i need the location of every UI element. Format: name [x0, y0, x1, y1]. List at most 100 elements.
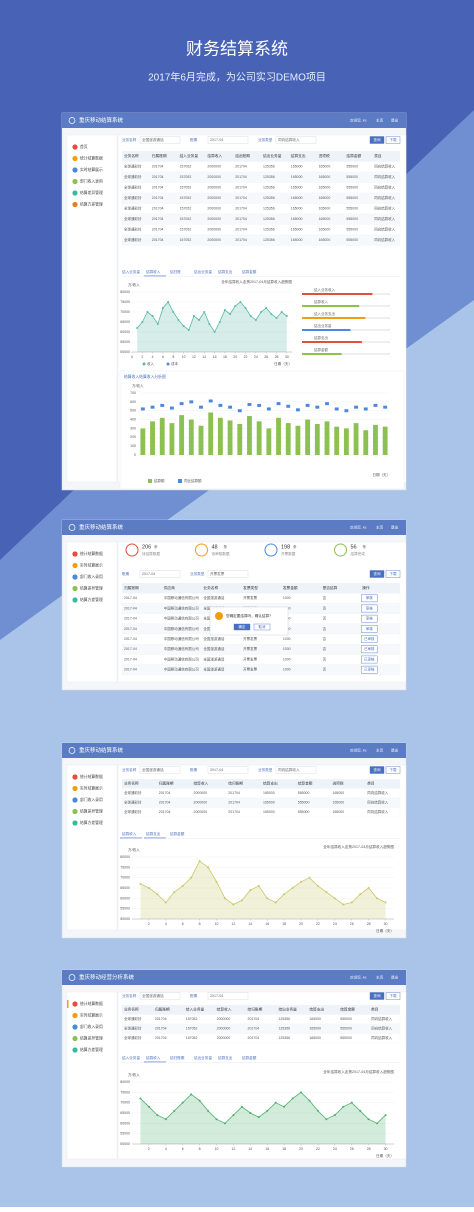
menu-item[interactable]: 实时结算展示: [80, 167, 103, 172]
tab[interactable]: 结算支出: [218, 1055, 233, 1060]
tab[interactable]: 结出业务量: [194, 269, 212, 274]
filter-input[interactable]: [207, 136, 249, 144]
button-label[interactable]: 下载: [389, 137, 397, 142]
table-cell[interactable]: 审核: [366, 626, 374, 631]
tab[interactable]: 结算收入: [122, 831, 137, 836]
table-header-cell: 结入业务量: [186, 1007, 205, 1012]
tab[interactable]: 结算金额: [242, 269, 257, 274]
menu-item[interactable]: 实时结算展示: [80, 1013, 103, 1018]
table-cell[interactable]: 审核: [366, 595, 374, 600]
dialog-button[interactable]: [233, 623, 251, 631]
x-tick-label: 22: [316, 1147, 320, 1151]
menu-item[interactable]: 统计结算数据: [80, 551, 103, 556]
header-action[interactable]: 主页: [376, 747, 384, 752]
menu-item[interactable]: 结算差异管理: [80, 1036, 103, 1041]
table-cell: 555000: [298, 810, 310, 814]
table-cell[interactable]: 审核: [366, 605, 374, 610]
tab[interactable]: 结入业务量: [122, 1055, 140, 1060]
menu-item[interactable]: 结算差异管理: [80, 586, 103, 591]
button[interactable]: [385, 766, 401, 774]
table-cell[interactable]: 已审核: [364, 636, 375, 641]
table-cell[interactable]: 已审核: [364, 667, 375, 672]
tab[interactable]: 结算收入: [146, 1055, 161, 1060]
dialog-button-label[interactable]: 取消: [259, 624, 267, 629]
row-action[interactable]: [361, 665, 378, 674]
button-label[interactable]: 下载: [389, 571, 397, 576]
row-action[interactable]: [361, 645, 378, 654]
row-action[interactable]: [361, 594, 378, 603]
menu-item[interactable]: 实时结算展示: [80, 786, 103, 791]
button[interactable]: [385, 992, 401, 1000]
table-cell[interactable]: 已审核: [364, 656, 375, 661]
tab[interactable]: 结算收入: [146, 269, 161, 274]
button[interactable]: [369, 992, 385, 1000]
table-cell: 全球通彩铃: [124, 216, 142, 221]
header-action[interactable]: 退出: [391, 524, 399, 529]
table-cell[interactable]: 审核: [366, 616, 374, 621]
menu-item[interactable]: 结算方差管理: [80, 820, 103, 825]
point: [325, 1118, 328, 1121]
header-action[interactable]: 主页: [376, 974, 384, 979]
table-cell: 中国移动通信有限公司: [164, 595, 199, 600]
marker: [373, 403, 378, 407]
filter-input[interactable]: [139, 992, 181, 1000]
dialog-button[interactable]: [253, 623, 271, 631]
filter-input[interactable]: [139, 136, 181, 144]
button[interactable]: [385, 136, 401, 144]
filter-input[interactable]: [139, 766, 181, 774]
header-action[interactable]: 退出: [391, 117, 399, 122]
menu-item[interactable]: 结算差异管理: [80, 190, 103, 195]
menu-item[interactable]: 部门收入录用: [80, 797, 103, 802]
filter-input[interactable]: [207, 992, 249, 1000]
row-action[interactable]: [361, 614, 378, 623]
menu-item[interactable]: 统计结算数据: [80, 774, 103, 779]
filter-input[interactable]: [275, 766, 317, 774]
menu-item[interactable]: 部门收入录用: [80, 1024, 103, 1029]
button-label[interactable]: 查询: [373, 571, 381, 576]
button[interactable]: [369, 570, 385, 578]
table-cell[interactable]: 已审核: [364, 646, 375, 651]
menu-item[interactable]: 结算方差管理: [80, 1047, 103, 1052]
button-label[interactable]: 查询: [373, 993, 381, 998]
row-action[interactable]: [361, 625, 378, 633]
menu-item[interactable]: 首页: [80, 144, 88, 149]
menu-item[interactable]: 实时结算展示: [80, 563, 103, 568]
header-action[interactable]: 退出: [391, 974, 399, 979]
button-label[interactable]: 查询: [373, 137, 381, 142]
button-label[interactable]: 下载: [389, 767, 397, 772]
header-action[interactable]: 退出: [391, 747, 399, 752]
filter-input[interactable]: [207, 766, 249, 774]
button[interactable]: [369, 766, 385, 774]
tab[interactable]: 结算金额: [170, 831, 185, 836]
header-action[interactable]: 主页: [376, 117, 384, 122]
menu-item[interactable]: 部门收入录用: [80, 179, 103, 184]
row-action[interactable]: [361, 635, 378, 643]
menu-item[interactable]: 统计结算数据: [80, 156, 103, 161]
tab[interactable]: 结归账: [170, 269, 181, 274]
row-action[interactable]: [361, 655, 378, 664]
button-label[interactable]: 查询: [373, 767, 381, 772]
header-action[interactable]: 主页: [376, 524, 384, 529]
tab[interactable]: 结算支出: [218, 269, 233, 274]
filter-input[interactable]: [139, 570, 181, 578]
menu-item[interactable]: 结算方差管理: [80, 597, 103, 602]
tab[interactable]: 结出业务量: [194, 1055, 212, 1060]
filter-input[interactable]: [207, 570, 249, 578]
y-tick-label: 75000: [120, 300, 130, 304]
button[interactable]: [369, 136, 385, 144]
button[interactable]: [385, 570, 401, 578]
filter-input[interactable]: [275, 136, 317, 144]
menu-item[interactable]: 结算方差管理: [80, 202, 103, 207]
dialog-button-label[interactable]: 确定: [239, 624, 246, 629]
row-action[interactable]: [361, 604, 378, 613]
tab[interactable]: 结归账期: [170, 1055, 185, 1060]
tab[interactable]: 结算支出: [146, 831, 161, 836]
menu-item[interactable]: 结算差异管理: [80, 809, 103, 814]
menu-item[interactable]: 部门收入录用: [80, 574, 103, 579]
table-cell: 全球通彩铃: [124, 1016, 142, 1021]
menu-item[interactable]: 统计结算数据: [80, 1001, 103, 1006]
tab[interactable]: 结算金额: [242, 1055, 257, 1060]
tab[interactable]: 结入业务量: [122, 269, 140, 274]
table-cell: 555000: [346, 228, 358, 232]
button-label[interactable]: 下载: [389, 993, 397, 998]
